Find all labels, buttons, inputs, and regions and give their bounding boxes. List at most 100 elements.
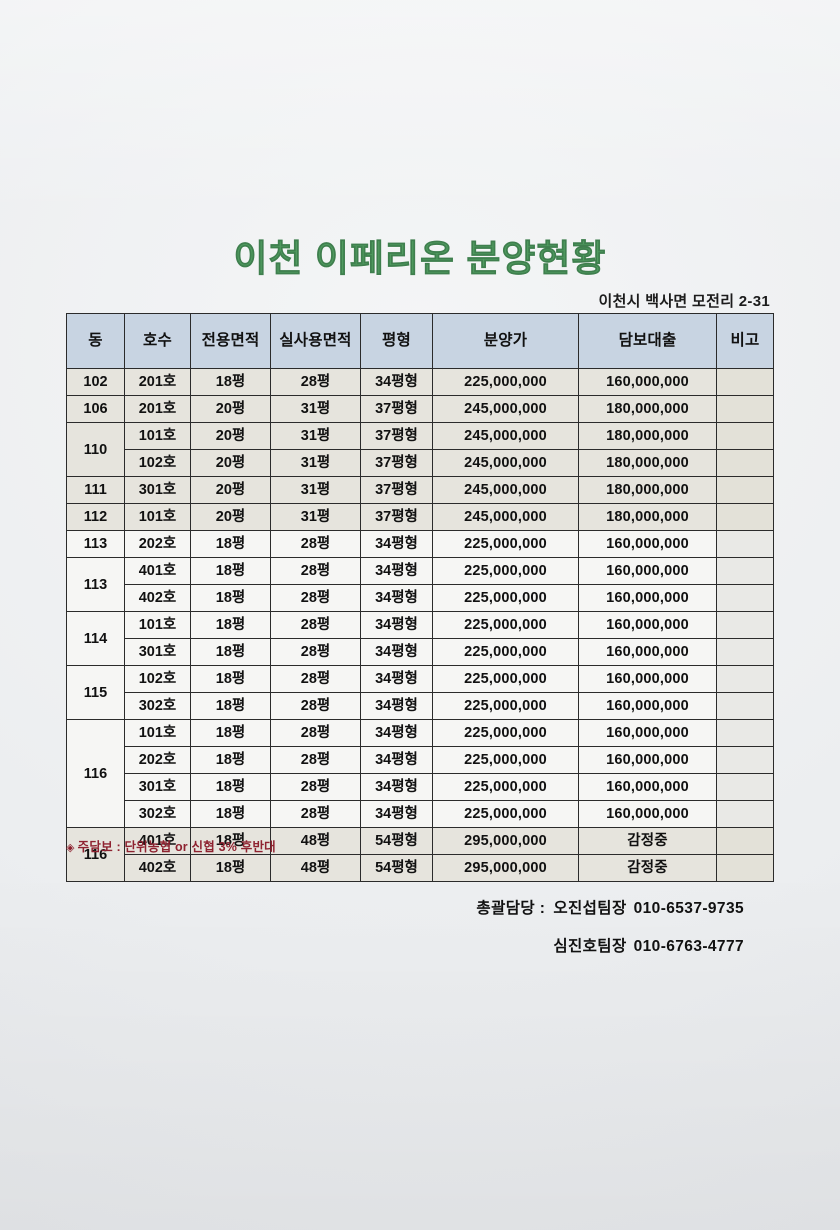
cell-type: 34평형 (360, 638, 433, 666)
cell-type: 34평형 (360, 530, 433, 558)
table-body: 102 201호 18평 28평 34평형 225,000,000 160,000,000 1… (66, 368, 774, 882)
cell-price: 245,000,000 (432, 422, 579, 450)
cell-exclusive: 18평 (190, 854, 271, 882)
cell-type: 34평형 (360, 773, 433, 801)
col-header-loan: 담보대출 (578, 313, 717, 369)
cell-price: 225,000,000 (432, 665, 579, 693)
cell-usable: 31평 (270, 395, 361, 423)
cell-type: 34평형 (360, 368, 433, 396)
cell-price: 225,000,000 (432, 692, 579, 720)
cell-usable: 28평 (270, 692, 361, 720)
cell-type: 37평형 (360, 476, 433, 504)
cell-loan: 180,000,000 (578, 449, 717, 477)
page-title: 이천 이페리온 분양현황 (233, 238, 607, 280)
cell-exclusive: 18평 (190, 368, 271, 396)
table-row: 113 202호 18평 28평 34평형 225,000,000 160,000,000 (66, 530, 774, 558)
cell-loan: 160,000,000 (578, 584, 717, 612)
cell-price: 295,000,000 (432, 854, 579, 882)
cell-note (716, 557, 774, 585)
cell-loan: 감정중 (578, 854, 717, 882)
cell-ho: 101호 (124, 719, 191, 747)
cell-note (716, 692, 774, 720)
footnote-text: 주담보 : 단위농협 or 신협 3% 후반대 (77, 840, 276, 854)
contact-primary-name: 오진섭팀장 (553, 900, 627, 917)
cell-usable: 31평 (270, 449, 361, 477)
cell-loan: 160,000,000 (578, 692, 717, 720)
cell-ho: 101호 (124, 611, 191, 639)
table-row: 402호 18평 28평 34평형 225,000,000 160,000,000 (67, 584, 774, 612)
cell-usable: 31평 (270, 503, 361, 531)
cell-dong: 106 (66, 395, 125, 423)
cell-ho: 201호 (124, 395, 191, 423)
table-row: 116 401호 18평 48평 54평형 295,000,000 감정중 (66, 827, 774, 882)
cell-exclusive: 20평 (190, 422, 271, 450)
cell-dong: 111 (66, 476, 125, 504)
cell-usable: 28평 (270, 746, 361, 774)
cell-type: 37평형 (360, 395, 433, 423)
cell-ho: 402호 (124, 584, 191, 612)
cell-exclusive: 18평 (190, 665, 271, 693)
cell-ho: 301호 (124, 638, 191, 666)
col-header-price: 분양가 (432, 313, 579, 369)
cell-price: 245,000,000 (432, 503, 579, 531)
cell-loan: 180,000,000 (578, 422, 717, 450)
cell-price: 245,000,000 (432, 476, 579, 504)
cell-usable: 48평 (270, 854, 361, 882)
cell-usable: 31평 (270, 476, 361, 504)
table-row: 301호 18평 28평 34평형 225,000,000 160,000,000 (67, 638, 774, 666)
table-row: 116 101호 18평 28평 34평형 225,000,000 160,000,000 (66, 719, 774, 828)
table-row: 115 102호 18평 28평 34평형 225,000,000 160,000,000 (66, 665, 774, 720)
cell-exclusive: 18평 (190, 557, 271, 585)
col-header-ho: 호수 (124, 313, 191, 369)
cell-ho: 301호 (124, 773, 191, 801)
table-row: 111 301호 20평 31평 37평형 245,000,000 180,000,000 (66, 476, 774, 504)
cell-dong: 113 (66, 557, 125, 612)
cell-price: 225,000,000 (432, 638, 579, 666)
cell-exclusive: 18평 (190, 719, 271, 747)
cell-exclusive: 18평 (190, 638, 271, 666)
cell-usable: 28평 (270, 719, 361, 747)
cell-price: 225,000,000 (432, 773, 579, 801)
cell-price: 225,000,000 (432, 530, 579, 558)
cell-price: 225,000,000 (432, 584, 579, 612)
cell-exclusive: 18평 (190, 584, 271, 612)
cell-note (716, 368, 774, 396)
cell-note (716, 530, 774, 558)
cell-note (716, 611, 774, 639)
cell-type: 34평형 (360, 665, 433, 693)
table-row: 102 201호 18평 28평 34평형 225,000,000 160,000,000 (66, 368, 774, 396)
cell-note (716, 422, 774, 450)
table-header: 동 호수 전용면적 실사용면적 평형 분양가 담보대출 비고 (66, 313, 774, 369)
contact-primary: 총괄담당 : 오진섭팀장 010-6537-9735 (0, 896, 744, 918)
col-header-usable: 실사용면적 (270, 313, 361, 369)
cell-price: 225,000,000 (432, 368, 579, 396)
cell-usable: 28평 (270, 800, 361, 828)
table-row: 102호 20평 31평 37평형 245,000,000 180,000,000 (67, 449, 774, 477)
contact-primary-label: 총괄담당 : (476, 900, 546, 917)
cell-loan: 감정중 (578, 827, 717, 855)
cell-usable: 28평 (270, 584, 361, 612)
cell-ho: 402호 (124, 854, 191, 882)
cell-type: 34평형 (360, 611, 433, 639)
cell-loan: 160,000,000 (578, 719, 717, 747)
cell-note (716, 800, 774, 828)
table-row: 112 101호 20평 31평 37평형 245,000,000 180,000,000 (66, 503, 774, 531)
table-row: 110 101호 20평 31평 37평형 245,000,000 180,000,000 (66, 422, 774, 477)
cell-loan: 160,000,000 (578, 746, 717, 774)
cell-loan: 180,000,000 (578, 395, 717, 423)
cell-loan: 160,000,000 (578, 800, 717, 828)
cell-usable: 28평 (270, 638, 361, 666)
contact-secondary-name: 심진호팀장 (553, 938, 627, 955)
cell-loan: 160,000,000 (578, 557, 717, 585)
table-row: 106 201호 20평 31평 37평형 245,000,000 180,000,000 (66, 395, 774, 423)
cell-loan: 160,000,000 (578, 638, 717, 666)
cell-price: 225,000,000 (432, 746, 579, 774)
cell-note (716, 827, 774, 855)
cell-ho: 102호 (124, 449, 191, 477)
cell-ho: 301호 (124, 476, 191, 504)
units-table-container: 동 호수 전용면적 실사용면적 평형 분양가 담보대출 비고 102 201호 18… (66, 313, 774, 882)
table-row: 113 401호 18평 28평 34평형 225,000,000 160,000,000 (66, 557, 774, 612)
cell-usable: 31평 (270, 422, 361, 450)
cell-usable: 28평 (270, 530, 361, 558)
cell-exclusive: 20평 (190, 476, 271, 504)
